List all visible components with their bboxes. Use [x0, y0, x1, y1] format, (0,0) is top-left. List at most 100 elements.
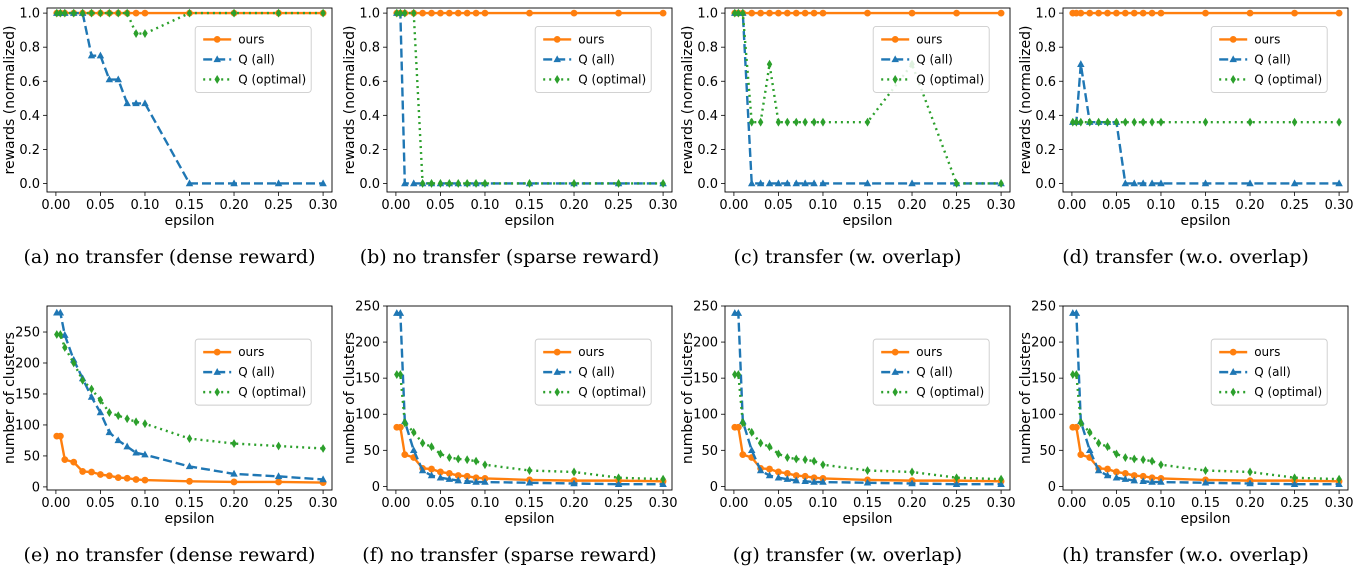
y-tick-label: 50	[363, 444, 380, 459]
data-point	[1148, 9, 1156, 17]
data-point	[445, 470, 453, 477]
legend-marker	[891, 348, 899, 356]
x-tick-label: 0.10	[470, 496, 499, 511]
data-point	[864, 466, 871, 475]
y-tick-label: 0.4	[19, 109, 40, 124]
chart-panel: 0.00 0.05 0.10 0.15 0.20 0.25 0.30 0 50 100 150 200…	[0, 298, 339, 573]
legend-box	[534, 338, 652, 406]
subfigure-caption: (h) transfer (w.o. overlap)	[1062, 544, 1309, 566]
data-point	[419, 9, 427, 17]
data-point	[740, 8, 746, 18]
data-point	[953, 9, 960, 17]
x-tick-label: 0.15	[515, 496, 544, 511]
chart-panel: 0.00 0.05 0.10 0.15 0.20 0.25 0.30 0 50 100 150 200…	[678, 298, 1017, 573]
x-tick-label: 0.00	[381, 496, 410, 511]
data-point	[998, 179, 1004, 188]
data-point	[96, 408, 105, 416]
x-tick-label: 0.15	[853, 496, 882, 511]
y-tick-label: 0.2	[359, 143, 380, 158]
y-tick-label: 200	[1031, 336, 1056, 351]
legend: ours Q (all) Q (optimal)	[872, 25, 990, 93]
data-point	[57, 330, 64, 339]
data-point	[792, 9, 800, 17]
legend-box	[1210, 338, 1328, 406]
data-point	[1335, 179, 1343, 187]
data-point	[1139, 9, 1147, 17]
data-point	[735, 370, 742, 379]
data-point	[230, 478, 238, 486]
data-point	[88, 8, 95, 18]
y-tick-label: 150	[1031, 372, 1056, 387]
data-point	[1077, 9, 1085, 17]
series-line	[734, 11, 1002, 185]
data-point	[410, 8, 417, 18]
legend-marker	[214, 74, 220, 84]
data-point	[1148, 179, 1156, 187]
x-tick-label: 0.30	[649, 496, 678, 511]
x-tick-label: 0.30	[987, 496, 1016, 511]
data-point	[908, 9, 916, 17]
data-point	[748, 117, 755, 127]
x-tick-label: 0.10	[1146, 198, 1175, 213]
data-point	[481, 9, 489, 17]
legend-label: Q (all)	[238, 365, 275, 379]
y-tick-label: 250	[15, 326, 40, 341]
data-point	[863, 478, 872, 486]
data-point	[525, 478, 534, 486]
x-tick-label: 0.25	[942, 496, 971, 511]
data-point	[87, 392, 96, 400]
data-point	[185, 462, 194, 470]
data-point	[765, 471, 774, 479]
data-point	[463, 9, 471, 17]
legend-label: Q (all)	[578, 52, 615, 66]
y-axis-label: number of clusters	[342, 332, 358, 464]
plot-frame	[724, 305, 1011, 491]
data-point	[802, 117, 808, 127]
y-tick-label: 50	[1039, 444, 1056, 459]
legend: ours Q (all) Q (optimal)	[1210, 338, 1328, 406]
data-point	[132, 448, 140, 456]
data-point	[123, 442, 131, 450]
data-point	[1070, 370, 1076, 379]
data-point	[428, 9, 435, 17]
data-point	[1104, 465, 1111, 473]
data-point	[70, 8, 77, 18]
data-point	[783, 9, 791, 17]
data-point	[1157, 9, 1165, 17]
x-tick-label: 0.25	[1280, 496, 1309, 511]
data-point	[1104, 442, 1111, 452]
data-point	[1291, 9, 1298, 17]
line-chart: 0.00 0.05 0.10 0.15 0.20 0.25 0.30 0 50 100 150 200…	[680, 300, 1016, 528]
chart-panel: 0.00 0.05 0.10 0.15 0.20 0.25 0.30 0.0 0.2 0.4 0.6…	[678, 0, 1017, 275]
data-point	[793, 117, 799, 127]
data-point	[1121, 179, 1130, 187]
data-point	[56, 308, 65, 316]
series-line	[1072, 426, 1340, 483]
subfigure-caption: (g) transfer (w. overlap)	[732, 544, 963, 566]
y-tick-label: 0.0	[697, 177, 718, 192]
legend-label: ours	[1254, 32, 1280, 46]
y-axis-label: rewards (normalized)	[342, 26, 358, 175]
data-point	[811, 456, 817, 466]
data-point	[810, 474, 818, 482]
legend-marker	[891, 36, 899, 43]
data-point	[56, 432, 64, 440]
data-point	[88, 468, 95, 476]
data-point	[820, 117, 826, 127]
data-point	[464, 455, 470, 465]
data-point	[105, 472, 113, 480]
data-point	[774, 179, 783, 187]
data-point	[571, 467, 577, 477]
y-tick-label: 0.0	[359, 177, 380, 192]
data-point	[783, 470, 791, 477]
x-tick-label: 0.00	[381, 198, 410, 213]
y-tick-label: 0.8	[1035, 41, 1056, 56]
data-point	[1130, 476, 1138, 484]
data-point	[87, 51, 96, 59]
data-point	[114, 75, 122, 83]
data-point	[1130, 472, 1138, 479]
data-point	[54, 330, 60, 339]
x-axis-label: epsilon	[504, 511, 554, 527]
legend-label: Q (optimal)	[1254, 72, 1322, 86]
data-point	[396, 309, 405, 316]
